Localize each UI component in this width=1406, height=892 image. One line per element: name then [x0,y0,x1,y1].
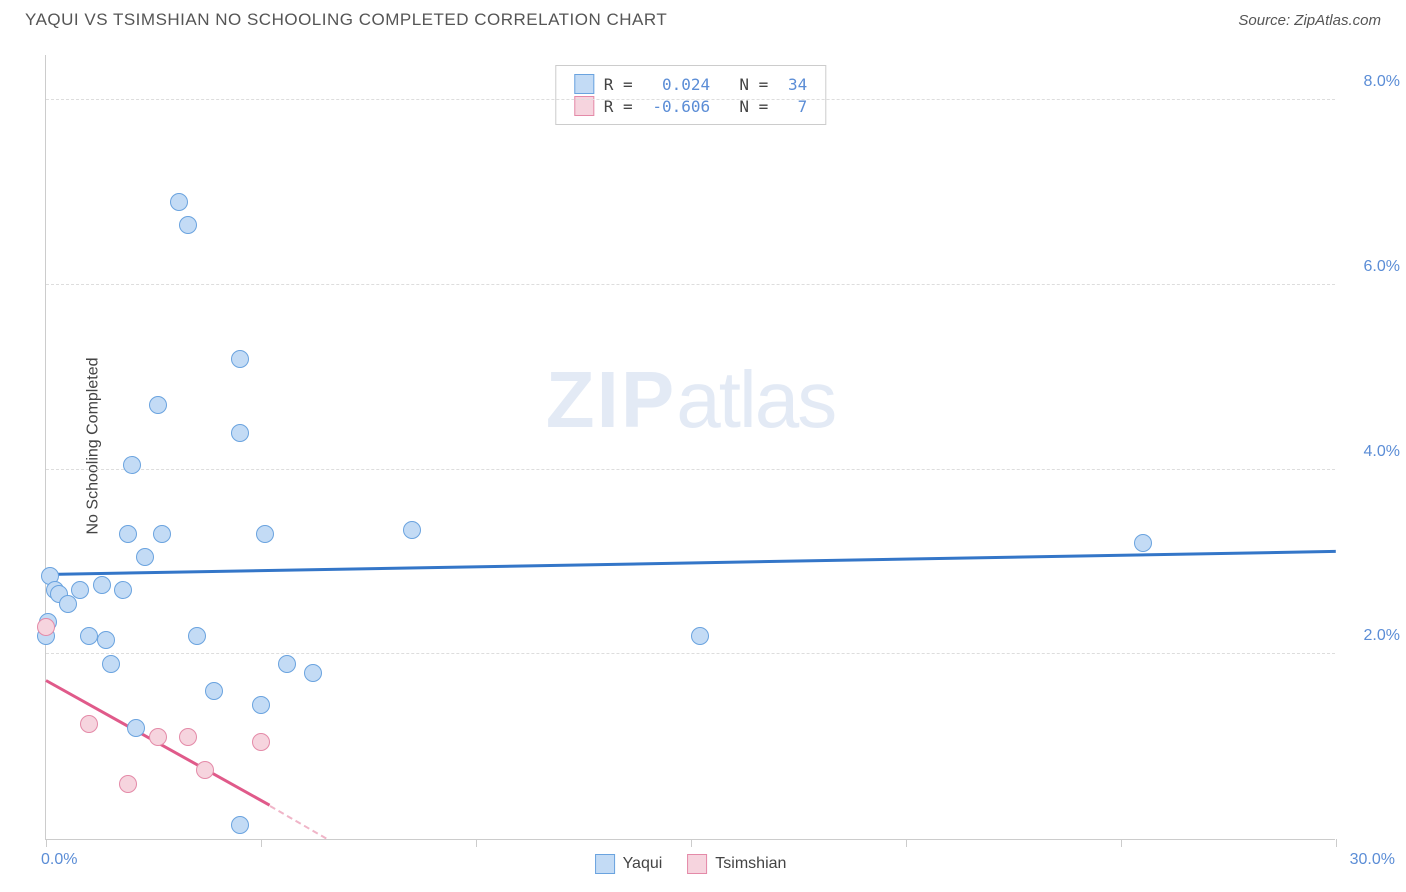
data-point [691,627,709,645]
data-point [231,816,249,834]
x-tick-mark [1121,839,1122,847]
scatter-chart: ZIPatlas R = 0.024 N = 34R = -0.606 N = … [45,55,1335,840]
source-name: ZipAtlas.com [1294,12,1381,29]
legend-item: Yaqui [595,854,663,874]
y-tick-label: 6.0% [1364,258,1400,276]
data-point [188,627,206,645]
legend-label: Yaqui [623,855,663,873]
series-legend: Yaqui Tsimshian [595,854,787,874]
data-point [278,655,296,673]
legend-item: Tsimshian [687,854,786,874]
gridline [46,284,1335,285]
data-point [71,581,89,599]
x-tick-mark [46,839,47,847]
source-prefix: Source: [1238,12,1294,29]
n-label: N = [720,75,768,94]
r-label: R = [604,75,633,94]
gridline [46,653,1335,654]
legend-swatch [595,854,615,874]
data-point [102,655,120,673]
data-point [149,396,167,414]
data-point [119,775,137,793]
data-point [149,728,167,746]
data-point [119,525,137,543]
x-tick-mark [476,839,477,847]
data-point [205,682,223,700]
data-point [59,595,77,613]
legend-label: Tsimshian [715,855,786,873]
x-axis-start-label: 0.0% [41,851,77,869]
correlation-stats-box: R = 0.024 N = 34R = -0.606 N = 7 [555,65,826,125]
data-point [153,525,171,543]
source-attribution: Source: ZipAtlas.com [1238,12,1381,29]
data-point [231,350,249,368]
x-axis-end-label: 30.0% [1350,851,1395,869]
y-tick-label: 8.0% [1364,73,1400,91]
legend-swatch [687,854,707,874]
y-tick-label: 2.0% [1364,627,1400,645]
gridline [46,469,1335,470]
r-value: 0.024 [643,75,710,94]
data-point [80,627,98,645]
gridline [46,99,1335,100]
trend-line [46,550,1336,576]
y-tick-label: 4.0% [1364,443,1400,461]
data-point [136,548,154,566]
data-point [304,664,322,682]
data-point [170,193,188,211]
watermark: ZIPatlas [546,354,835,446]
data-point [97,631,115,649]
data-point [37,618,55,636]
data-point [403,521,421,539]
x-tick-mark [1336,839,1337,847]
x-tick-mark [691,839,692,847]
data-point [114,581,132,599]
series-swatch [574,74,594,94]
chart-title: YAQUI VS TSIMSHIAN NO SCHOOLING COMPLETE… [25,10,667,30]
chart-header: YAQUI VS TSIMSHIAN NO SCHOOLING COMPLETE… [0,0,1406,40]
data-point [1134,534,1152,552]
data-point [256,525,274,543]
n-value: 34 [778,75,807,94]
data-point [127,719,145,737]
watermark-bold: ZIP [546,355,676,444]
x-tick-mark [261,839,262,847]
watermark-rest: atlas [676,355,835,444]
data-point [123,456,141,474]
trend-line [269,805,326,839]
data-point [252,733,270,751]
data-point [93,576,111,594]
data-point [80,715,98,733]
data-point [179,216,197,234]
data-point [252,696,270,714]
data-point [196,761,214,779]
x-tick-mark [906,839,907,847]
data-point [231,424,249,442]
data-point [179,728,197,746]
stats-row: R = 0.024 N = 34 [574,74,807,94]
